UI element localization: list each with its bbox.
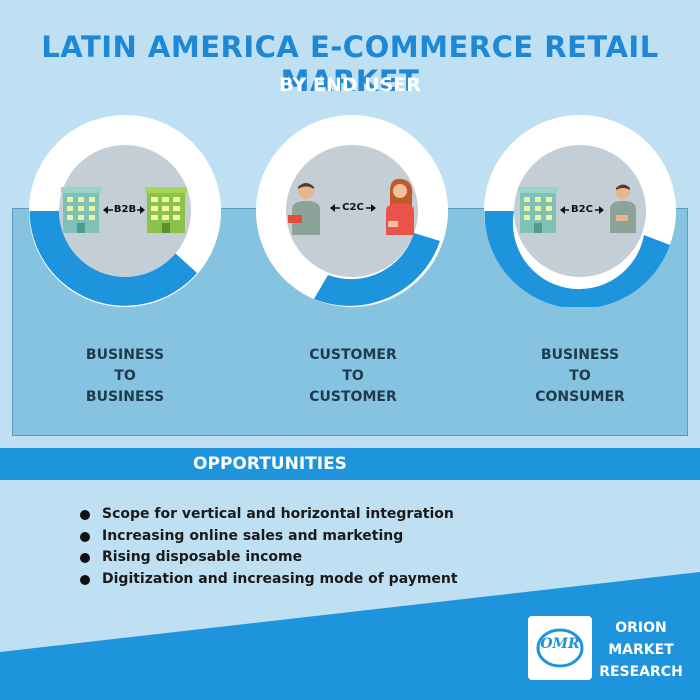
man-icon <box>610 184 636 233</box>
omr-logo: OMR <box>528 616 592 680</box>
bullet-icon <box>80 553 90 563</box>
opportunities-band <box>0 448 700 480</box>
brand-name: ORION MARKET RESEARCH <box>599 620 683 680</box>
segment-b2b-label: BUSINESS TO BUSINESS <box>85 347 165 405</box>
page-title: LATIN AMERICA E-COMMERCE RETAIL MARKET <box>41 30 659 98</box>
building-icon <box>145 187 187 233</box>
list-item: Scope for vertical and horizontal integr… <box>80 504 458 526</box>
bullet-icon <box>80 531 90 542</box>
list-item: Increasing online sales and marketing <box>80 526 458 548</box>
bullet-icon <box>80 574 90 585</box>
logo-ring-icon <box>536 628 584 668</box>
man-icon <box>288 183 320 235</box>
segment-c2c-label: CUSTOMER TO CUSTOMER <box>309 347 397 405</box>
building-icon <box>518 187 558 233</box>
bullet-icon <box>80 510 90 520</box>
c2c-badge: C2C <box>340 200 366 216</box>
building-icon <box>61 187 101 233</box>
opportunities-list: Scope for vertical and horizontal integr… <box>80 504 458 590</box>
b2b-badge: B2B <box>113 202 137 218</box>
segment-b2c-circle: B2C <box>484 115 676 307</box>
segment-b2c-label: BUSINESS TO CONSUMER <box>535 347 625 405</box>
woman-icon <box>386 178 414 235</box>
list-item: Digitization and increasing mode of paym… <box>80 569 458 591</box>
segment-b2b-circle: B2B <box>29 115 221 307</box>
list-item: Rising disposable income <box>80 547 458 569</box>
page-subtitle: BY END USER <box>279 74 421 96</box>
segment-c2c-circle: C2C <box>256 115 448 307</box>
b2c-badge: B2C <box>569 202 595 218</box>
opportunities-title: OPPORTUNITIES <box>193 454 347 474</box>
